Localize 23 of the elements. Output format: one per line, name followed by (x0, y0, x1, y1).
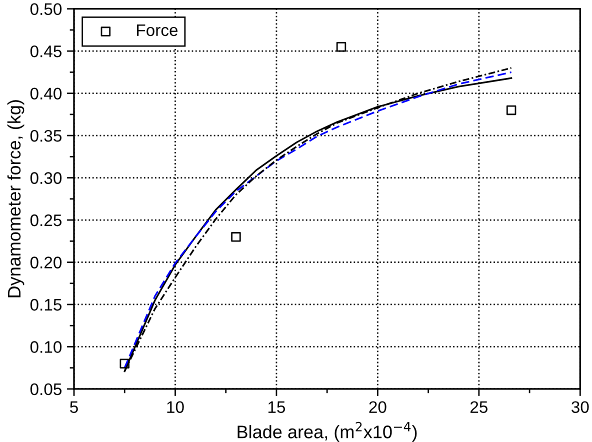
y-tick-label: 0.25 (30, 214, 62, 226)
point (506, 105, 516, 116)
y-tick-label: 0.50 (30, 3, 62, 16)
x-tick-label: 5 (70, 401, 78, 414)
y-tick-label: 0.40 (30, 88, 62, 100)
legend-label: Force (137, 24, 178, 36)
x-axis-title: Blade area, (m$^{2}$x10$^{−4}$) (238, 422, 417, 442)
y-tick-label: 0.10 (30, 341, 62, 353)
point (120, 358, 130, 368)
x-tick-label: 25 (470, 401, 488, 414)
y-tick-label: 0.20 (30, 256, 62, 268)
point (336, 42, 346, 52)
y-tick-label: 0.30 (30, 172, 62, 184)
y-tick-label: 0.05 (30, 383, 62, 396)
x-tick-label: 20 (369, 401, 386, 414)
x-tick-label: 10 (167, 401, 184, 414)
point (231, 232, 241, 242)
y-tick-label: 0.45 (30, 45, 62, 58)
y-tick-label: 0.35 (30, 130, 62, 142)
y-tick-label: 0.15 (30, 298, 62, 311)
x-tick-label: 30 (572, 401, 589, 414)
y-axis-title: Dynamometer force, (kg) (7, 100, 24, 298)
x-tick-label: 15 (268, 401, 286, 414)
